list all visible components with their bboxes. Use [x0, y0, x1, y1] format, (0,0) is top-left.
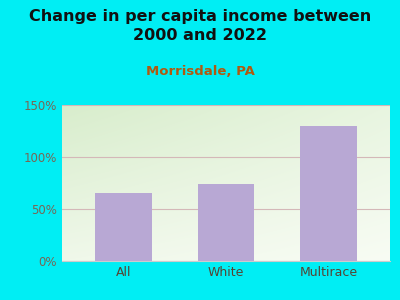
Bar — [300, 126, 357, 261]
Text: Morrisdale, PA: Morrisdale, PA — [146, 65, 254, 78]
Bar — [95, 194, 152, 261]
Bar — [198, 184, 254, 261]
Text: Change in per capita income between
2000 and 2022: Change in per capita income between 2000… — [29, 9, 371, 43]
